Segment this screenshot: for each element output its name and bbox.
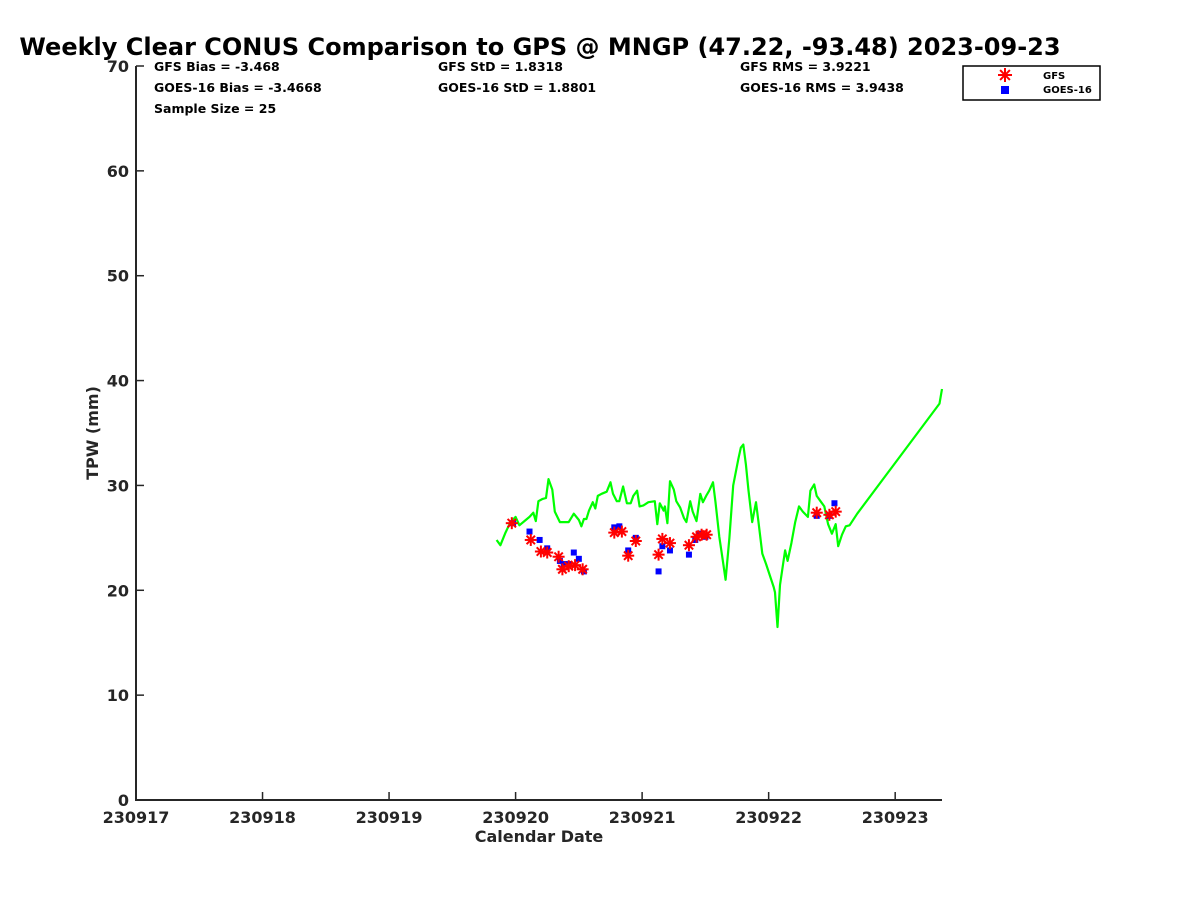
- gfs-point: [552, 550, 565, 563]
- y-tick-label: 50: [107, 267, 129, 286]
- goes16-point: [659, 543, 666, 550]
- y-tick-label: 0: [118, 791, 129, 810]
- gfs-point: [524, 533, 537, 546]
- legend-gfs-marker: [998, 68, 1012, 82]
- x-tick-label: 230922: [735, 808, 802, 827]
- goes16-point: [692, 536, 699, 543]
- gfs-point: [576, 563, 589, 576]
- gfs-point: [505, 517, 518, 530]
- goes-rms-text: GOES-16 RMS = 3.9438: [740, 80, 904, 95]
- y-tick-label: 70: [107, 57, 129, 76]
- legend: GFS GOES-16: [962, 65, 1101, 101]
- y-tick-label: 10: [107, 686, 129, 705]
- goes16-point: [685, 551, 692, 558]
- gfs-point: [615, 525, 628, 538]
- goes16-point: [536, 536, 543, 543]
- gfs-point: [810, 506, 823, 519]
- goes-std-text: GOES-16 StD = 1.8801: [438, 80, 596, 95]
- y-tick-label: 60: [107, 162, 129, 181]
- gfs-std-text: GFS StD = 1.8318: [438, 59, 563, 74]
- plot-area: [495, 388, 944, 629]
- goes16-point: [666, 547, 673, 554]
- goes16-point: [831, 500, 838, 507]
- gps-line: [495, 388, 944, 629]
- gfs-rms-text: GFS RMS = 3.9221: [740, 59, 871, 74]
- legend-goes16-marker: [1001, 86, 1009, 94]
- y-tick-label: 30: [107, 476, 129, 495]
- x-tick-label: 230918: [229, 808, 296, 827]
- gfs-point: [622, 549, 635, 562]
- goes16-point: [575, 555, 582, 562]
- gfs-bias-text: GFS Bias = -3.468: [154, 59, 280, 74]
- x-tick-label: 230920: [482, 808, 549, 827]
- chart-title: Weekly Clear CONUS Comparison to GPS @ M…: [19, 33, 1060, 61]
- goes16-point: [560, 561, 567, 568]
- x-tick-label: 230921: [609, 808, 676, 827]
- gfs-point: [682, 539, 695, 552]
- legend-goes16-label: GOES-16: [1043, 85, 1092, 96]
- gfs-point: [663, 537, 676, 550]
- x-tick-label: 230919: [356, 808, 423, 827]
- gfs-point: [629, 535, 642, 548]
- x-tick-label: 230917: [103, 808, 170, 827]
- legend-box: [962, 65, 1101, 101]
- goes-bias-text: GOES-16 Bias = -3.4668: [154, 80, 322, 95]
- x-axis-label: Calendar Date: [475, 827, 604, 846]
- goes16-point: [526, 528, 533, 535]
- goes16-point: [556, 557, 563, 564]
- gfs-point: [608, 526, 621, 539]
- legend-gfs-label: GFS: [1043, 71, 1065, 82]
- axes: 0 10 20 30 40 50 60 70 230917 230918 230919 230920 2…: [103, 57, 942, 827]
- x-tick-label: 230923: [862, 808, 929, 827]
- gfs-point: [652, 548, 665, 561]
- goes16-point: [655, 568, 662, 575]
- y-tick-label: 20: [107, 581, 129, 600]
- y-tick-label: 40: [107, 372, 129, 391]
- gfs-point: [700, 528, 713, 541]
- sample-size-text: Sample Size = 25: [154, 101, 276, 116]
- gfs-point: [541, 546, 554, 559]
- goes16-point: [616, 523, 623, 530]
- goes16-point: [570, 549, 577, 556]
- gfs-point: [829, 505, 842, 518]
- y-axis-label: TPW (mm): [83, 386, 102, 480]
- stats-panel: GFS Bias = -3.468 GOES-16 Bias = -3.4668…: [154, 59, 904, 116]
- gfs-point: [569, 559, 582, 572]
